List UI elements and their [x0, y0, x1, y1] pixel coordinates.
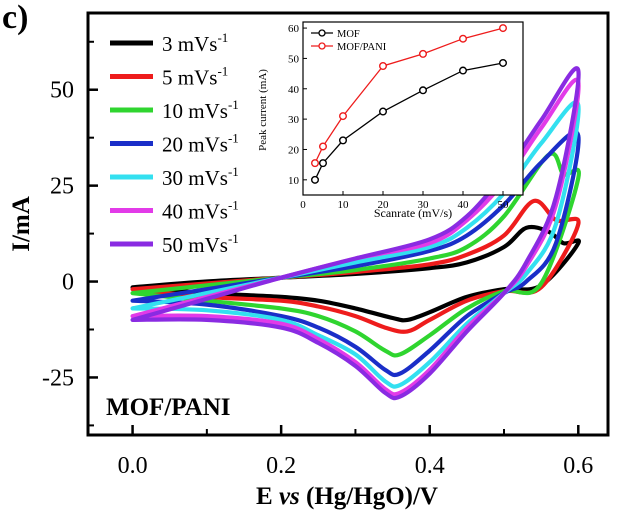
inset-point-mof: [379, 107, 388, 116]
cv-curve-5-mvs: [130, 198, 581, 334]
x-tick-label: 0.0: [118, 453, 148, 479]
legend-superscript: -1: [228, 164, 239, 179]
legend-label-3-mvs: 3 mVs-1: [162, 30, 228, 56]
inset-y-tick-label: 30: [288, 114, 300, 126]
inset-point-mof-pani: [339, 112, 348, 121]
main-plot-frame: [86, 11, 610, 437]
x-label-part-2: vs: [279, 483, 300, 510]
inset-legend-label-mof: MOF: [337, 29, 360, 40]
x-label-part-1: E: [256, 483, 279, 510]
y-tick-label: -25: [42, 365, 74, 391]
legend-superscript: -1: [228, 131, 239, 146]
inset-x-tick-label: 0: [300, 199, 306, 211]
inset-x-tick-label: 30: [418, 199, 430, 211]
cv-curve-3-mvs: [130, 224, 582, 323]
inset-x-tick-label: 40: [458, 199, 470, 211]
legend-text: 30 mVs: [162, 166, 228, 190]
y-tick-label: 0: [62, 270, 74, 296]
legend-text: 5 mVs: [162, 66, 217, 90]
inset-x-tick-label: 50: [498, 199, 510, 211]
inset-x-ticks: 0 10 20 30 40 50: [300, 191, 509, 211]
legend-superscript: -1: [217, 64, 228, 79]
cv-curve-10-mvs: [130, 151, 582, 358]
legend-text: 20 mVs: [162, 133, 228, 157]
sample-annotation: MOF/PANI: [106, 394, 231, 421]
inset-legend-marker-mof: [318, 29, 326, 37]
legend-label-10-mvs: 10 mVs-1: [162, 97, 239, 123]
inset-point-mof-pani: [459, 34, 468, 43]
inset-y-axis-label: Peak current (mA): [257, 69, 269, 151]
legend-label-20-mvs: 20 mVs-1: [162, 131, 239, 157]
legend-text: 40 mVs: [162, 200, 228, 224]
legend-label-5-mvs: 5 mVs-1: [162, 64, 228, 90]
inset-point-mof: [339, 136, 348, 145]
inset-y-ticks: 10 20 30 40 50 60: [288, 23, 307, 187]
cv-curve-50-mvs: [130, 66, 581, 401]
main-y-ticks: -25 0 25 50: [42, 40, 98, 427]
legend-text: 50 mVs: [162, 233, 228, 257]
inset-x-tick-label: 20: [378, 199, 390, 211]
inset-legend-label-mof-pani: MOF/PANI: [337, 42, 387, 53]
inset-point-mof: [499, 58, 508, 67]
legend-label-40-mvs: 40 mVs-1: [162, 198, 239, 224]
inset-curves: [311, 24, 508, 184]
inset-x-axis-label: Scanrate (mV/s): [374, 206, 452, 220]
panel-label: c): [2, 0, 28, 36]
inset-point-mof-pani: [499, 24, 508, 33]
x-tick-label: 0.4: [415, 453, 445, 479]
cv-curve-30-mvs: [130, 100, 581, 389]
inset-point-mof: [319, 159, 328, 168]
inset-point-mof-pani: [419, 49, 428, 58]
inset-x-tick-label: 10: [338, 199, 350, 211]
legend-label-30-mvs: 30 mVs-1: [162, 164, 239, 190]
y-tick-label: 25: [50, 174, 74, 200]
y-tick-label: 50: [50, 78, 74, 104]
legend-superscript: -1: [228, 231, 239, 246]
main-plot: 0.0 0.2 0.4 0.6 -25 0 25 50 E vs (Hg/HgO)/V I/…: [8, 11, 610, 510]
main-y-axis-label: I/mA: [8, 196, 35, 252]
inset-point-mof: [311, 175, 320, 184]
inset-point-mof-pani: [319, 142, 328, 151]
legend-superscript: -1: [217, 30, 228, 45]
inset-y-tick-label: 10: [288, 175, 300, 187]
inset-point-mof: [419, 86, 428, 95]
main-curves: [130, 66, 582, 401]
inset-point-mof-pani: [311, 159, 320, 168]
inset-point-mof-pani: [379, 62, 388, 71]
inset-y-tick-label: 50: [288, 53, 300, 65]
inset-y-tick-label: 20: [288, 144, 300, 156]
inset-legend-marker-mof-pani: [318, 42, 326, 50]
legend-label-50-mvs: 50 mVs-1: [162, 231, 239, 257]
inset-y-tick-label: 60: [288, 23, 300, 35]
legend-superscript: -1: [228, 198, 239, 213]
cv-curve-20-mvs: [130, 130, 581, 378]
main-x-ticks: 0.0 0.2 0.4 0.6: [118, 425, 593, 479]
x-tick-label: 0.6: [563, 453, 593, 479]
inset-plot-frame: [302, 21, 524, 196]
legend-superscript: -1: [228, 97, 239, 112]
x-tick-label: 0.2: [266, 453, 296, 479]
inset-y-tick-label: 40: [288, 84, 300, 96]
x-label-part-3: (Hg/HgO)/V: [300, 483, 438, 510]
main-x-axis-label: E vs (Hg/HgO)/V: [256, 483, 438, 510]
legend-text: 3 mVs: [162, 32, 217, 56]
legend-text: 10 mVs: [162, 99, 228, 123]
inset-legend: MOF MOF/PANI: [311, 29, 387, 53]
main-legend: 3 mVs-15 mVs-110 mVs-120 mVs-130 mVs-140…: [110, 30, 239, 257]
inset-point-mof: [459, 66, 468, 75]
